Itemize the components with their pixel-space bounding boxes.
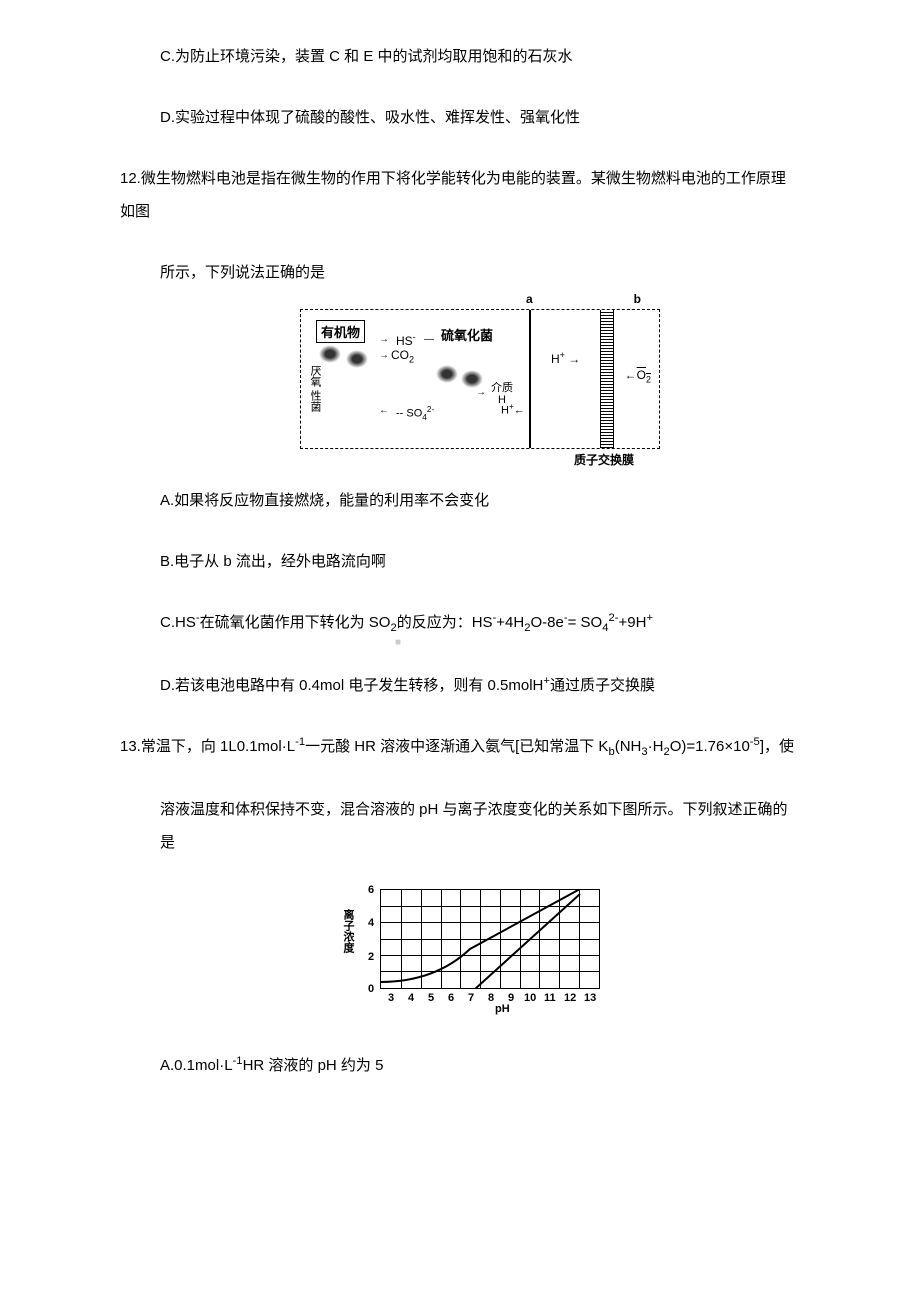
- fig1-bacteria1-label: 厌氧 性菌: [309, 365, 320, 412]
- fig2-xtick: 6: [448, 992, 454, 1004]
- q12-option-b: B.电子从 b 流出，经外电路流向啊: [160, 545, 800, 578]
- q12-stem-cont: 所示，下列说法正确的是: [160, 256, 800, 289]
- q11-option-c: C.为防止环境污染，装置 C 和 E 中的试剂均取用饱和的石灰水: [160, 40, 800, 73]
- fig1-blob-icon: [319, 345, 341, 363]
- arrow-icon: →: [476, 387, 486, 398]
- fig2-ytick: 4: [368, 917, 374, 929]
- arrow-icon: ←: [379, 405, 389, 416]
- fig1-blob-icon: [346, 350, 368, 368]
- arrow-icon: →: [379, 350, 389, 361]
- fig2-xtick: 5: [428, 992, 434, 1004]
- fig1-label-b: b: [634, 292, 641, 306]
- q12-option-a: A.如果将反应物直接燃烧，能量的利用率不会变化: [160, 484, 800, 517]
- fig1-hplus-label: H+ →: [551, 350, 580, 366]
- fig1-electrode-a: [529, 310, 531, 448]
- fig2-curve-lines: [380, 889, 600, 989]
- fig2-xtick: 12: [564, 992, 576, 1004]
- fig2-y-axis-label: 离子浓度: [340, 909, 356, 953]
- fig2-ytick: 6: [368, 884, 374, 896]
- q13-stem: 13.常温下，向 1L0.1mol·L-1一元酸 HR 溶液中逐渐通入氨气[已知…: [120, 730, 800, 765]
- arrow-icon: —: [424, 334, 434, 345]
- q12-figure: a b 有机物 HS- → → — CO2 厌氧 性菌 硫氧化菌 -- SO42…: [160, 309, 800, 454]
- q13-figure: 离子浓度 6: [160, 879, 800, 1019]
- q12-stem: 12.微生物燃料电池是指在微生物的作用下将化学能转化为电能的装置。某微生物燃料电…: [120, 162, 800, 228]
- fig1-blob-icon: [436, 365, 458, 383]
- q13-stem-cont: 溶液温度和体积保持不变，混合溶液的 pH 与离子浓度变化的关系如下图所示。下列叙…: [160, 793, 800, 859]
- fig1-co2-label: CO2: [391, 348, 414, 364]
- fig2-xtick: 3: [388, 992, 394, 1004]
- arrow-icon: →: [379, 334, 389, 345]
- fig1-bacteria2-label: 硫氧化菌: [441, 325, 493, 344]
- fig2-x-axis-label: pH: [495, 1003, 510, 1015]
- watermark-icon: ■: [395, 637, 401, 648]
- fig2-xtick: 8: [488, 992, 494, 1004]
- fig1-label-a: a: [526, 292, 533, 306]
- fig2-ytick: 0: [368, 983, 374, 995]
- fig1-hplus2-label: H+←: [501, 402, 525, 417]
- q12-option-d: D.若该电池电路中有 0.4mol 电子发生转移，则有 0.5molH+通过质子…: [160, 669, 800, 702]
- fig2-xtick: 11: [544, 992, 556, 1004]
- fig2-ytick: 2: [368, 951, 374, 963]
- fig1-hs-label: HS-: [396, 332, 416, 348]
- fig1-organic-label: 有机物: [316, 320, 365, 343]
- q11-option-d: D.实验过程中体现了硫酸的酸性、吸水性、难挥发性、强氧化性: [160, 101, 800, 134]
- fig1-o2-label: ←O2: [625, 368, 651, 384]
- fig1-electrode-b: [600, 310, 614, 448]
- fig1-so4-label: -- SO42-: [396, 405, 434, 422]
- fig2-xtick: 10: [524, 992, 536, 1004]
- fig2-xtick: 4: [408, 992, 414, 1004]
- fig2-xtick: 13: [584, 992, 596, 1004]
- q12-option-c: C.HS-在硫氧化菌作用下转化为 SO2的反应为：HS-+4H2O-8e-= S…: [160, 606, 800, 641]
- q13-option-a: A.0.1mol·L-1HR 溶液的 pH 约为 5: [160, 1049, 800, 1082]
- fig2-xtick: 7: [468, 992, 474, 1004]
- fig1-blob-icon: [461, 370, 483, 388]
- fig1-membrane-label: 质子交换膜: [574, 451, 634, 468]
